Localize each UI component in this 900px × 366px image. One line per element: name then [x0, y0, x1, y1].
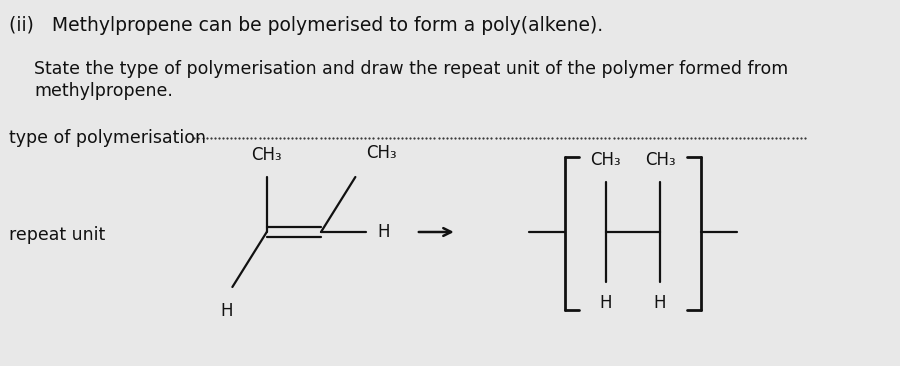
Text: H: H — [653, 294, 666, 312]
Text: H: H — [220, 302, 233, 320]
Text: H: H — [599, 294, 612, 312]
Text: type of polymerisation: type of polymerisation — [9, 129, 206, 147]
Text: methylpropene.: methylpropene. — [34, 82, 173, 100]
Text: State the type of polymerisation and draw the repeat unit of the polymer formed : State the type of polymerisation and dra… — [34, 60, 788, 78]
Text: CH₃: CH₃ — [644, 151, 675, 169]
Text: CH₃: CH₃ — [590, 151, 621, 169]
Text: (ii)   Methylpropene can be polymerised to form a poly(alkene).: (ii) Methylpropene can be polymerised to… — [9, 16, 603, 35]
Text: CH₃: CH₃ — [251, 146, 282, 164]
Text: CH₃: CH₃ — [366, 144, 397, 162]
Text: repeat unit: repeat unit — [9, 226, 105, 244]
Text: H: H — [377, 223, 390, 241]
